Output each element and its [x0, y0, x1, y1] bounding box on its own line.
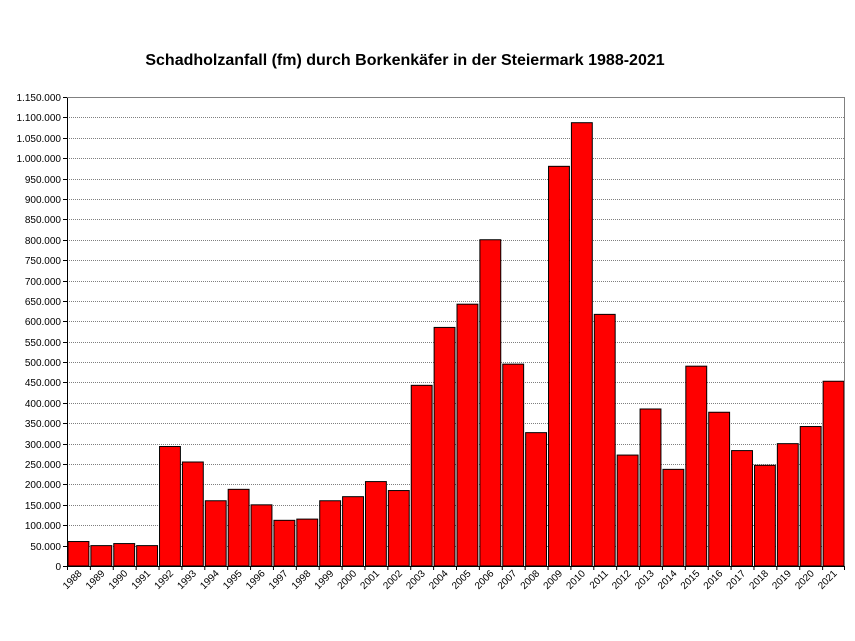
bar-2017	[731, 450, 753, 567]
bar-1993	[181, 461, 204, 567]
y-tick-label: 1.100.000	[17, 113, 62, 124]
x-tick-label: 2019	[770, 568, 794, 592]
bar-1989	[90, 545, 113, 567]
y-tick-label: 200.000	[25, 480, 62, 491]
x-tick-label: 2011	[588, 568, 611, 591]
bar-2005	[456, 303, 479, 567]
bar-2007	[502, 363, 525, 567]
bar-1992	[159, 446, 181, 567]
bar-2020	[799, 426, 822, 567]
y-tick-label: 650.000	[25, 297, 62, 308]
bar-1998	[296, 518, 319, 567]
x-tick-label: 2006	[473, 568, 497, 592]
bar-1994	[204, 500, 227, 567]
y-tick-label: 500.000	[25, 358, 62, 369]
x-tick-label: 2005	[450, 568, 474, 592]
x-tick-label: 2009	[542, 568, 566, 592]
x-tick-label: 1999	[313, 568, 337, 592]
y-tick-label: 800.000	[25, 236, 62, 247]
bar-2010	[570, 122, 593, 567]
bar-1996	[250, 504, 273, 567]
bar-2019	[776, 443, 799, 567]
x-tick-label: 2004	[427, 568, 451, 592]
bar-2013	[639, 408, 662, 567]
y-tick-label: 750.000	[25, 256, 62, 267]
x-tick-label: 2013	[633, 568, 657, 592]
x-tick-label: 2021	[816, 568, 840, 592]
bar-2003	[410, 384, 433, 567]
x-axis-ticks: 1988 1989 1990 1991 1992 1993 1994 1995 1996 1997…	[61, 566, 845, 592]
y-tick-label: 900.000	[25, 195, 62, 206]
bars	[67, 122, 845, 567]
x-tick-label: 2015	[679, 568, 703, 592]
y-tick-label: 600.000	[25, 317, 62, 328]
y-tick-label: 700.000	[25, 277, 62, 288]
x-tick-label: 2020	[793, 568, 817, 592]
bar-2000	[342, 496, 364, 567]
x-tick-label: 2000	[336, 568, 360, 592]
x-tick-label: 2012	[610, 568, 634, 592]
bar-1988	[67, 541, 90, 567]
x-tick-label: 2018	[748, 568, 772, 592]
x-tick-label: 1995	[221, 568, 245, 592]
x-tick-label: 2017	[725, 568, 749, 592]
y-tick-label: 350.000	[25, 419, 62, 430]
bar-1997	[273, 519, 296, 567]
bar-2002	[387, 490, 410, 567]
y-tick-label: 850.000	[25, 215, 62, 226]
y-tick-label: 150.000	[25, 501, 62, 512]
y-tick-label: 450.000	[25, 378, 62, 389]
x-tick-label: 1988	[61, 568, 85, 592]
x-tick-label: 1998	[290, 568, 314, 592]
y-tick-label: 1.000.000	[17, 154, 62, 165]
x-tick-label: 1992	[153, 568, 177, 592]
y-tick-label: 250.000	[25, 460, 62, 471]
bar-1990	[113, 543, 136, 567]
x-tick-label: 2016	[702, 568, 726, 592]
bar-2004	[433, 326, 456, 567]
x-tick-label: 1991	[130, 568, 154, 592]
axes	[67, 97, 845, 567]
x-tick-label: 1990	[107, 568, 131, 592]
bar-2018	[753, 464, 776, 567]
x-tick-label: 2010	[564, 568, 588, 592]
x-tick-label: 2002	[381, 568, 405, 592]
bar-2015	[685, 365, 708, 567]
bar-2008	[525, 432, 548, 567]
y-tick-label: 0	[55, 562, 61, 573]
bar-2011	[593, 313, 616, 567]
y-tick-label: 550.000	[25, 338, 62, 349]
x-tick-label: 1994	[198, 568, 222, 592]
x-tick-label: 1993	[175, 568, 199, 592]
y-tick-label: 300.000	[25, 440, 62, 451]
x-tick-label: 1997	[267, 568, 291, 592]
y-tick-label: 1.150.000	[17, 93, 62, 104]
bar-2021	[822, 380, 845, 567]
bar-2014	[662, 468, 685, 567]
bar-1995	[227, 488, 250, 567]
y-axis-ticks: 0 50.000 100.000 150.000 200.000 250.000 300.0…	[17, 93, 67, 573]
bar-2009	[548, 165, 570, 567]
x-tick-label: 2007	[496, 568, 520, 592]
bar-1999	[319, 500, 342, 567]
x-tick-label: 1989	[84, 568, 108, 592]
bar-2012	[616, 454, 639, 567]
y-tick-label: 100.000	[25, 521, 62, 532]
y-tick-label: 1.050.000	[17, 134, 62, 145]
x-tick-label: 1996	[244, 568, 268, 592]
y-tick-label: 50.000	[30, 542, 61, 553]
x-tick-label: 2001	[359, 568, 383, 592]
bar-2006	[479, 239, 502, 567]
y-tick-label: 950.000	[25, 175, 62, 186]
bar-1991	[136, 545, 159, 567]
bar-2016	[708, 411, 731, 567]
x-tick-label: 2003	[404, 568, 428, 592]
chart-title: Schadholzanfall (fm) durch Borkenkäfer i…	[145, 52, 665, 69]
y-tick-label: 400.000	[25, 399, 62, 410]
x-tick-label: 2014	[656, 568, 680, 592]
bar-2001	[364, 481, 387, 567]
x-tick-label: 2008	[519, 568, 543, 592]
